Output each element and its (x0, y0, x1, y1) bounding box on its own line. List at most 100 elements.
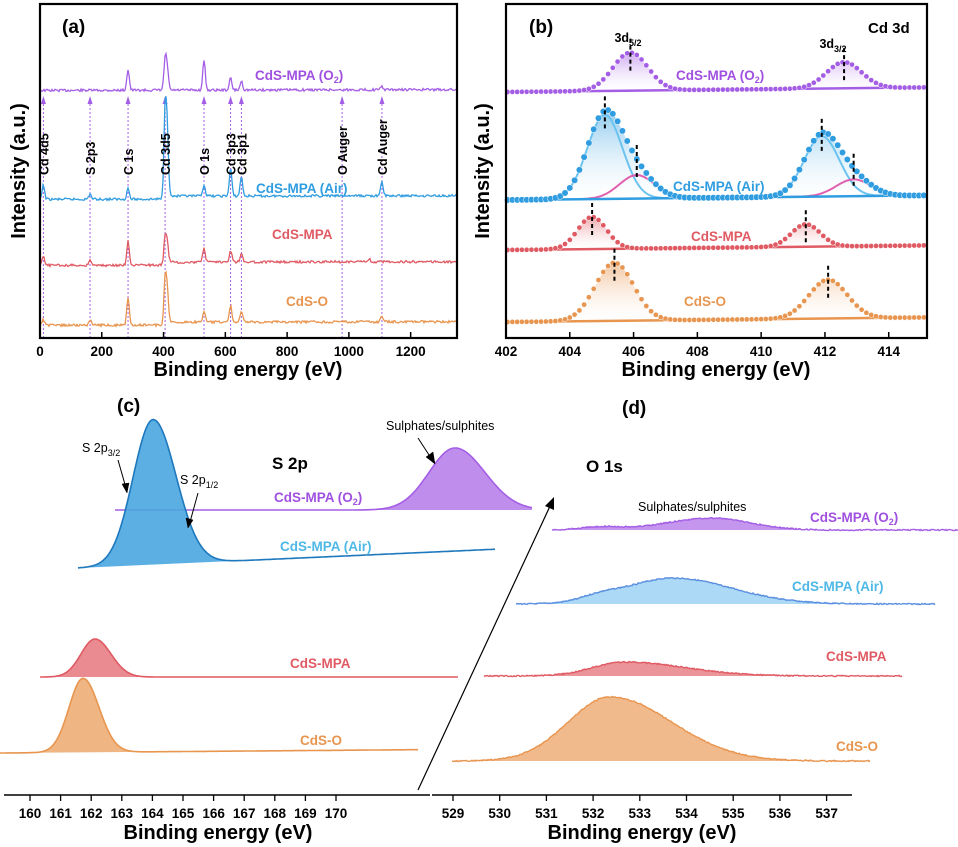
panel-b-point-o (734, 316, 741, 323)
panel-c-curves (0, 418, 533, 754)
panel-a-guide-arrowhead-2 (125, 96, 131, 104)
panel-b-point-o (791, 307, 798, 314)
panel-b-point-o2 (734, 86, 741, 93)
panel-d-x-axis-title: Binding energy (eV) (548, 822, 737, 844)
panel-a-guide-arrowhead-5 (228, 96, 234, 104)
panel-a-series-label-o: CdS-O (286, 294, 328, 309)
panel-b-point-o2 (758, 86, 765, 93)
panel-b-point-o (777, 314, 784, 321)
panel-b-point-o (657, 314, 664, 321)
panel-b-point-o2 (777, 86, 784, 92)
arrow-s2p32-line (117, 459, 127, 489)
panel-d-tick-label-6: 535 (722, 806, 745, 821)
panel-c-area-o2 (115, 448, 532, 510)
panel-b-point-air (623, 137, 631, 145)
panel-b-point-mpa (519, 246, 525, 253)
panel-b-point-o2 (782, 85, 788, 92)
panel-d-curve-air (515, 576, 936, 606)
panel-d-tick-label-0: 529 (442, 806, 465, 821)
o2-close-paren: ) (358, 490, 363, 505)
panel-b-point-mpa (887, 242, 894, 249)
panel-c-tick-label-1: 161 (49, 806, 72, 821)
panel-d-tick-label-8: 537 (815, 806, 838, 821)
panel-d-curve-o (451, 695, 871, 763)
panel-b-point-o2 (586, 85, 592, 92)
panel-b-point-o (763, 316, 769, 322)
panel-b-point-o2 (801, 83, 808, 90)
panel-b-point-o (897, 314, 903, 321)
panel-b-point-mpa (696, 245, 702, 251)
panel-c-tick-label-7: 167 (233, 806, 256, 821)
panel-b-point-mpa (581, 218, 587, 225)
panel-b-label: (b) (529, 17, 553, 38)
panel-b-point-air (556, 192, 564, 200)
panel-c-annot-s2p12-main: S 2p (180, 473, 206, 487)
panel-a-guide-arrowhead-7 (339, 96, 345, 104)
panel-b-point-air (609, 110, 617, 118)
panel-b-point-o (877, 314, 884, 320)
panel-b-point-mpa (834, 241, 841, 248)
panel-b-point-o (648, 308, 654, 315)
panel-b-point-air (791, 175, 799, 182)
panel-b-point-air (800, 156, 808, 164)
panel-b-point-o (581, 301, 587, 308)
panel-b-area-mpa (506, 217, 927, 250)
o2-close-paren: ) (339, 68, 344, 83)
panel-a-series-label-o2: CdS-MPA (O2) (255, 68, 343, 85)
panel-b-point-air (834, 141, 842, 149)
panel-c-series-label-mpa: CdS-MPA (290, 656, 351, 671)
panel-b-point-o2 (638, 56, 645, 63)
panel-b-peak-label-3d52-sub: 5/2 (629, 38, 642, 48)
panel-b-point-o (691, 317, 698, 323)
panel-b-point-o (715, 316, 721, 323)
panel-b-point-o (772, 315, 779, 322)
panel-b-point-mpa (657, 245, 664, 252)
panel-b-point-o (538, 318, 544, 325)
panel-b-point-air (862, 177, 870, 185)
panel-b-point-mpa (523, 246, 530, 253)
panel-b-point-o2 (676, 86, 683, 93)
panel-a-tick-label-1: 200 (91, 344, 114, 359)
panel-b-point-air (642, 169, 650, 177)
panel-b-point-o (801, 298, 808, 304)
panel-b-point-o (619, 264, 626, 271)
panel-b-point-o (662, 315, 669, 322)
panel-b-point-o2 (743, 86, 750, 93)
panel-b-point-o (523, 318, 530, 325)
panel-b-point-air (575, 166, 583, 174)
panel-d-tick-label-5: 534 (675, 806, 698, 821)
panel-c-series-label-o: CdS-O (300, 733, 342, 748)
panel-c-annot-s2p12: S 2p1/2 (180, 473, 218, 490)
o2-close-paren: ) (760, 68, 765, 83)
panel-b-frame (504, 2, 929, 340)
panel-c-tick-label-6: 166 (202, 806, 225, 821)
panel-b-point-o (643, 303, 650, 309)
panel-c-annot-s2p32-sub: 3/2 (108, 448, 121, 458)
panel-b-point-o2 (686, 87, 693, 93)
panel-b-point-o2 (820, 72, 827, 79)
panel-a-tick-label-4: 800 (276, 344, 299, 359)
panel-b-point-o2 (863, 73, 870, 80)
panel-a-peak-label-5: Cd 3p3 (225, 133, 239, 175)
panel-a-series-label-air: CdS-MPA (Air) (256, 181, 348, 196)
panel-connector-arrow (417, 497, 554, 791)
panel-b-point-o (806, 292, 812, 299)
panel-b-point-o2 (882, 83, 889, 90)
panel-b-point-mpa (777, 239, 784, 246)
panel-b-point-o (839, 286, 846, 292)
panel-b-point-mpa (753, 244, 760, 251)
panel-b-point-mpa (566, 236, 573, 243)
panel-b-point-o2 (657, 78, 664, 85)
panel-b-point-mpa (806, 221, 812, 228)
panel-b-point-mpa (782, 236, 788, 242)
panel-b-point-mpa (538, 246, 544, 253)
panel-b-point-air (805, 146, 813, 154)
panel-b-point-mpa (643, 245, 650, 252)
panel-a-peak-guides (40, 96, 385, 338)
panel-b-point-air (829, 135, 837, 143)
panel-a-guide-arrowhead-1 (87, 96, 93, 104)
panel-b-point-o (629, 279, 635, 286)
panel-b-point-o2 (691, 87, 698, 93)
